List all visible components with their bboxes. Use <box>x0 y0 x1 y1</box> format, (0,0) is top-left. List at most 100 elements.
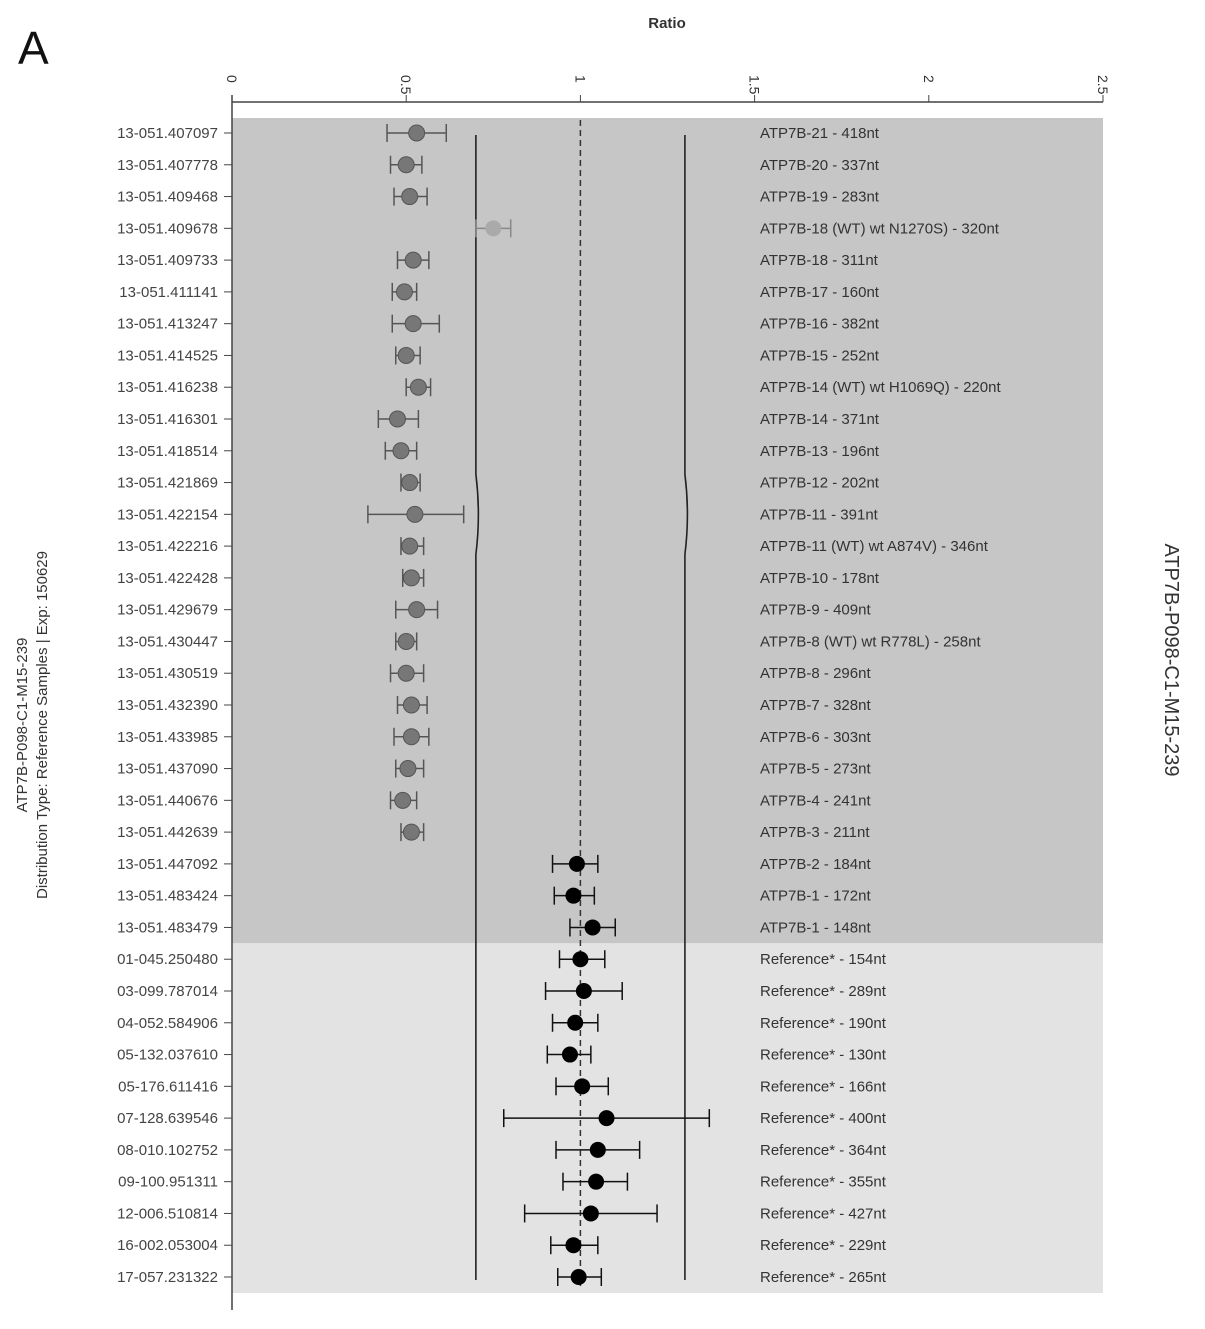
x-axis-title: Ratio <box>648 15 686 32</box>
sample-id-label: 16-002.053004 <box>117 1237 218 1254</box>
x-tick-label: 1.5 <box>747 75 763 95</box>
right-title: ATP7B-P098-C1-M15-239 <box>1160 543 1182 776</box>
data-point <box>574 1078 591 1095</box>
data-row: 13-051.422154 ATP7B-11 - 391nt <box>117 505 879 524</box>
probe-label: Reference* - 229nt <box>760 1237 887 1254</box>
data-point <box>598 1110 615 1127</box>
probe-label: ATP7B-7 - 328nt <box>760 697 871 714</box>
sample-id-label: 13-051.432390 <box>117 697 218 714</box>
data-point <box>567 1014 584 1031</box>
probe-label: Reference* - 427nt <box>760 1205 887 1222</box>
sample-id-label: 13-051.416301 <box>117 411 218 428</box>
sample-id-label: 13-051.409468 <box>117 189 218 206</box>
sample-id-label: 12-006.510814 <box>117 1205 218 1222</box>
threshold-line <box>475 135 480 1280</box>
data-point <box>401 474 419 492</box>
threshold-lines <box>475 120 689 1290</box>
data-row: 13-051.483424 ATP7B-1 - 172nt <box>117 886 871 905</box>
sample-id-label: 09-100.951311 <box>118 1174 218 1191</box>
data-point <box>392 442 410 460</box>
data-row: 13-051.433985 ATP7B-6 - 303nt <box>117 727 871 746</box>
data-row: 13-051.416301 ATP7B-14 - 371nt <box>117 410 880 428</box>
bands <box>232 118 1103 1293</box>
x-tick-label: 2.5 <box>1095 75 1111 95</box>
data-row: 03-099.787014 Reference* - 289nt <box>117 982 887 1000</box>
data-row: 13-051.429679 ATP7B-9 - 409nt <box>117 600 871 619</box>
data-row: 08-010.102752 Reference* - 364nt <box>117 1140 887 1159</box>
data-point <box>397 346 415 364</box>
data-row: 13-051.440676 ATP7B-4 - 241nt <box>117 791 871 810</box>
data-point <box>584 919 601 936</box>
data-row: 13-051.414525 ATP7B-15 - 252nt <box>117 346 880 365</box>
data-row: 13-051.422216 ATP7B-11 (WT) wt A874V) - 3… <box>117 537 989 556</box>
probe-label: ATP7B-8 - 296nt <box>760 665 871 682</box>
probe-label: Reference* - 364nt <box>760 1142 887 1159</box>
data-point <box>402 696 420 714</box>
left-title-line2: Distribution Type: Reference Samples | E… <box>34 551 51 899</box>
probe-label: ATP7B-14 - 371nt <box>760 411 880 428</box>
target-band <box>232 118 1103 944</box>
sample-id-label: 17-057.231322 <box>117 1269 218 1286</box>
probe-label: ATP7B-12 - 202nt <box>760 475 880 492</box>
sample-id-label: 13-051.483424 <box>117 888 218 905</box>
data-point <box>402 728 420 746</box>
data-row: 13-051.447092 ATP7B-2 - 184nt <box>117 854 871 873</box>
data-row: 13-051.418514 ATP7B-13 - 196nt <box>117 441 880 460</box>
probe-label: ATP7B-17 - 160nt <box>760 284 880 301</box>
sample-id-label: 13-051.447092 <box>117 856 218 873</box>
probe-label: ATP7B-4 - 241nt <box>760 792 871 809</box>
data-point <box>568 855 585 872</box>
data-point <box>408 124 426 142</box>
data-row: 13-051.413247 ATP7B-16 - 382nt <box>117 314 880 333</box>
x-tick-label: 0 <box>224 75 240 83</box>
probe-label: Reference* - 130nt <box>760 1047 887 1064</box>
sample-id-label: 13-051.411141 <box>119 284 218 301</box>
data-row: 12-006.510814 Reference* - 427nt <box>117 1204 887 1223</box>
sample-id-label: 13-051.413247 <box>117 316 218 333</box>
probe-label: ATP7B-9 - 409nt <box>760 602 871 619</box>
probe-label: ATP7B-18 (WT) wt N1270S) - 320nt <box>760 220 1000 237</box>
probe-label: ATP7B-2 - 184nt <box>760 856 871 873</box>
sample-id-label: 13-051.433985 <box>117 729 218 746</box>
probe-label: ATP7B-18 - 311nt <box>760 252 879 269</box>
threshold-line <box>684 135 689 1280</box>
sample-id-label: 05-176.611416 <box>118 1078 218 1095</box>
data-point <box>588 1173 605 1190</box>
data-point <box>402 823 420 841</box>
sample-id-label: 13-051.416238 <box>117 379 218 396</box>
data-point <box>402 569 420 587</box>
data-row: 13-051.442639 ATP7B-3 - 211nt <box>117 823 870 842</box>
data-point <box>399 760 417 778</box>
data-point <box>485 220 502 237</box>
data-row: 13-051.432390 ATP7B-7 - 328nt <box>117 696 871 714</box>
data-point <box>561 1046 578 1063</box>
sample-id-label: 05-132.037610 <box>117 1047 218 1064</box>
probe-label: ATP7B-15 - 252nt <box>760 347 880 364</box>
probe-label: Reference* - 154nt <box>760 951 887 968</box>
data-row: 13-051.407097 ATP7B-21 - 418nt <box>117 124 880 142</box>
rows: 13-051.407097 ATP7B-21 - 418nt 13-051.4077… <box>117 124 1001 1286</box>
data-point <box>409 378 427 396</box>
sample-id-label: 08-010.102752 <box>117 1142 218 1159</box>
probe-label: ATP7B-14 (WT) wt H1069Q) - 220nt <box>760 379 1001 396</box>
x-axis: 0 0.5 1 1.5 2 2.5 <box>224 75 1111 1310</box>
data-row: 13-051.421869 ATP7B-12 - 202nt <box>117 473 880 492</box>
sample-id-label: 13-051.483479 <box>117 919 218 936</box>
probe-label: ATP7B-6 - 303nt <box>760 729 871 746</box>
data-point <box>404 315 422 333</box>
sample-id-label: 13-051.409678 <box>117 220 218 237</box>
data-point <box>575 983 592 999</box>
data-point <box>572 951 589 968</box>
data-row: 01-045.250480 Reference* - 154nt <box>117 950 887 969</box>
probe-label: ATP7B-20 - 337nt <box>760 157 880 174</box>
sample-id-label: 13-051.414525 <box>117 347 218 364</box>
probe-label: Reference* - 190nt <box>760 1015 887 1032</box>
data-point <box>395 283 413 301</box>
left-title-line1: ATP7B-P098-C1-M15-239 <box>14 638 31 813</box>
sample-id-label: 04-052.584906 <box>117 1015 218 1032</box>
x-tick-label: 1 <box>572 75 588 83</box>
probe-label: ATP7B-1 - 172nt <box>760 888 871 905</box>
data-row: 13-051.416238 ATP7B-14 (WT) wt H1069Q) - … <box>117 378 1001 397</box>
probe-label: ATP7B-1 - 148nt <box>760 919 871 936</box>
